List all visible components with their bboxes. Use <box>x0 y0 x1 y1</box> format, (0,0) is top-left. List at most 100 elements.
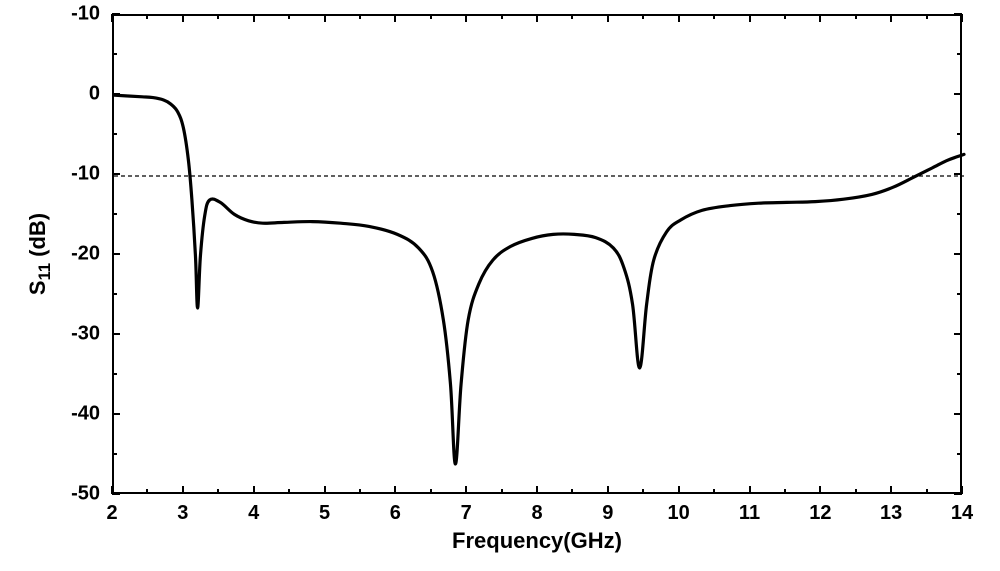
tick-label: 12 <box>809 502 831 525</box>
tick <box>182 486 184 494</box>
tick <box>111 486 113 494</box>
tick <box>607 14 609 22</box>
tick <box>713 14 715 19</box>
tick <box>288 14 290 19</box>
tick <box>571 489 573 494</box>
tick <box>957 213 962 215</box>
tick <box>146 14 148 19</box>
tick <box>112 93 120 95</box>
tick <box>957 453 962 455</box>
tick <box>359 489 361 494</box>
s11-curve <box>114 95 964 464</box>
plot-area <box>112 14 962 494</box>
tick-label: -20 <box>71 243 100 266</box>
tick-label: 2 <box>106 502 117 525</box>
tick <box>112 373 117 375</box>
tick <box>954 253 962 255</box>
tick-label: -50 <box>71 483 100 506</box>
tick <box>957 373 962 375</box>
tick-label: -30 <box>71 323 100 346</box>
tick <box>217 489 219 494</box>
tick <box>749 14 751 22</box>
tick-label: 9 <box>602 502 613 525</box>
tick <box>819 14 821 22</box>
tick <box>112 213 117 215</box>
tick <box>819 486 821 494</box>
s11-chart: Frequency(GHz) S11 (dB) -10 0 -10 -20 -30 -40… <box>0 0 1000 571</box>
tick-label: 11 <box>739 502 760 525</box>
tick <box>324 486 326 494</box>
tick <box>957 53 962 55</box>
tick <box>784 14 786 19</box>
tick <box>217 14 219 19</box>
tick <box>957 133 962 135</box>
tick <box>501 489 503 494</box>
tick-label: 5 <box>319 502 330 525</box>
tick <box>465 486 467 494</box>
tick <box>571 14 573 19</box>
tick <box>112 133 117 135</box>
tick <box>678 14 680 22</box>
tick <box>957 293 962 295</box>
tick <box>713 489 715 494</box>
tick <box>642 489 644 494</box>
tick <box>536 14 538 22</box>
tick <box>253 486 255 494</box>
tick <box>501 14 503 19</box>
tick <box>855 489 857 494</box>
tick-label: -10 <box>71 3 100 26</box>
tick <box>954 93 962 95</box>
tick <box>112 293 117 295</box>
tick-label: 0 <box>89 83 100 106</box>
tick-label: 13 <box>880 502 902 525</box>
tick <box>112 13 120 15</box>
tick-label: 10 <box>668 502 690 525</box>
tick-label: 4 <box>248 502 259 525</box>
tick-label: 8 <box>531 502 542 525</box>
tick-label: 6 <box>390 502 401 525</box>
tick <box>749 486 751 494</box>
tick <box>253 14 255 22</box>
tick-label: -10 <box>71 163 100 186</box>
tick <box>890 486 892 494</box>
tick <box>961 486 963 494</box>
tick <box>784 489 786 494</box>
tick <box>112 453 117 455</box>
tick <box>111 14 113 22</box>
tick <box>112 413 120 415</box>
tick <box>112 173 120 175</box>
tick <box>607 486 609 494</box>
tick <box>112 253 120 255</box>
tick <box>678 486 680 494</box>
tick <box>954 333 962 335</box>
tick <box>394 486 396 494</box>
x-axis-label: Frequency(GHz) <box>452 528 622 554</box>
tick <box>954 413 962 415</box>
tick <box>394 14 396 22</box>
tick-label: 7 <box>461 502 472 525</box>
tick <box>359 14 361 19</box>
tick-label: -40 <box>71 403 100 426</box>
tick <box>288 489 290 494</box>
tick <box>112 493 120 495</box>
tick <box>642 14 644 19</box>
tick <box>324 14 326 22</box>
tick <box>146 489 148 494</box>
tick <box>182 14 184 22</box>
tick-label: 14 <box>951 502 973 525</box>
tick <box>465 14 467 22</box>
tick <box>961 14 963 22</box>
tick <box>954 173 962 175</box>
curve-layer <box>114 16 964 496</box>
tick <box>890 14 892 22</box>
tick <box>926 489 928 494</box>
y-axis-label: S11 (dB) <box>25 213 55 295</box>
tick <box>536 486 538 494</box>
tick-label: 3 <box>177 502 188 525</box>
tick <box>430 14 432 19</box>
tick <box>112 333 120 335</box>
tick <box>430 489 432 494</box>
tick <box>112 53 117 55</box>
tick <box>926 14 928 19</box>
tick <box>855 14 857 19</box>
